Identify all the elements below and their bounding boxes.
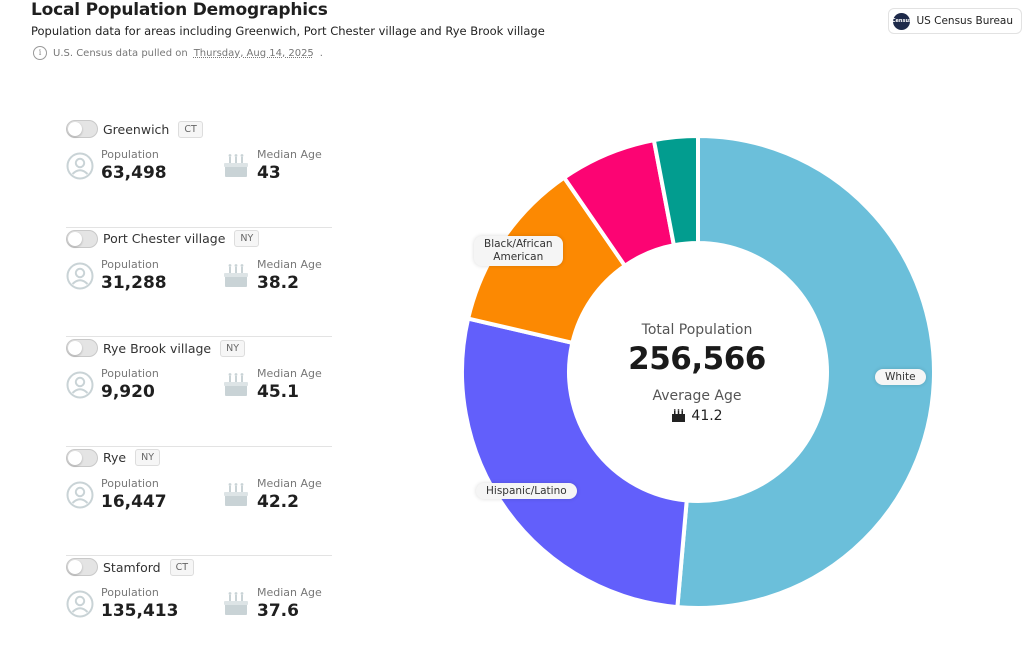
location-name: Stamford: [103, 559, 161, 575]
location-header: Rye Brook village NY: [66, 339, 246, 357]
median-age-stat: Median Age 38.2: [222, 258, 322, 294]
average-age: 41.2: [597, 408, 797, 424]
source-badge[interactable]: Census US Census Bureau: [888, 8, 1022, 34]
population-donut-chart: [460, 134, 936, 610]
cake-icon: [224, 592, 248, 615]
person-icon: [66, 590, 94, 618]
census-logo-icon: Census: [892, 12, 912, 30]
median-age-label: Median Age: [257, 586, 322, 599]
location-item: Port Chester village NY Population 31,288 Me…: [66, 228, 332, 337]
median-age-value: 38.2: [257, 272, 299, 293]
person-icon: [66, 262, 94, 289]
location-header: Greenwich CT: [66, 120, 203, 138]
location-header: Port Chester village NY: [66, 229, 260, 248]
average-age-value: 41.2: [691, 408, 723, 424]
median-age-label: Median Age: [257, 148, 322, 161]
donut-center: Total Population 256,566 Average Age 41.…: [597, 322, 797, 424]
median-age-stat: Median Age 42.2: [222, 477, 322, 513]
person-icon: [66, 152, 94, 180]
cake-icon: [224, 373, 248, 396]
total-population-value: 256,566: [628, 341, 766, 377]
state-badge: NY: [220, 339, 246, 357]
meta-date[interactable]: Thursday, Aug 14, 2025: [193, 47, 314, 59]
median-age-value: 43: [257, 163, 281, 183]
median-age-label: Median Age: [257, 367, 322, 380]
location-name: Port Chester village: [103, 231, 226, 246]
donut-slice-hispanic-latino[interactable]: [460, 316, 689, 610]
donut-slice-other-2[interactable]: [651, 134, 700, 248]
meta-suffix: .: [319, 47, 323, 59]
location-toggle[interactable]: [66, 229, 98, 248]
state-badge: CT: [169, 558, 195, 576]
population-value: 31,288: [101, 272, 167, 293]
segment-label-line: Black/African: [484, 238, 553, 250]
population-value: 135,413: [101, 601, 179, 621]
meta-prefix: U.S. Census data pulled on: [53, 47, 188, 59]
page-subtitle: Population data for areas including Gree…: [31, 24, 545, 38]
state-badge: NY: [234, 230, 260, 247]
location-toggle[interactable]: [66, 448, 98, 467]
location-list: Greenwich CT Population 63,498 Median Age 43 P…: [66, 118, 332, 666]
median-age-stat: Median Age 37.6: [222, 586, 322, 622]
location-name: Rye Brook village: [103, 340, 212, 356]
median-age-stat: Median Age 43: [222, 148, 322, 184]
cake-icon: [224, 482, 248, 506]
location-name: Rye: [103, 450, 127, 465]
location-toggle[interactable]: [66, 339, 98, 357]
population-label: Population: [101, 476, 159, 490]
median-age-label: Median Age: [257, 257, 322, 271]
location-item: Rye Brook village NY Population 9,920 Median…: [66, 337, 332, 447]
population-label: Population: [101, 148, 159, 161]
segment-label-white: White: [875, 369, 926, 385]
person-icon: [66, 371, 94, 399]
population-stat: Population 135,413: [66, 586, 178, 622]
page-title: Local Population Demographics: [31, 0, 328, 20]
population-value: 16,447: [101, 491, 167, 512]
population-label: Population: [101, 367, 159, 380]
location-toggle[interactable]: [66, 558, 98, 576]
segment-label-black: Black/African American: [474, 236, 563, 266]
cake-icon: [224, 263, 248, 287]
location-toggle[interactable]: [66, 120, 98, 138]
location-item: Stamford CT Population 135,413 Median Age 37.…: [66, 556, 332, 666]
median-age-value: 45.1: [257, 382, 299, 402]
average-age-label: Average Age: [652, 388, 742, 404]
source-badge-label: US Census Bureau: [916, 15, 1013, 27]
location-header: Stamford CT: [66, 558, 195, 576]
population-stat: Population 31,288: [66, 258, 167, 294]
population-value: 63,498: [101, 163, 167, 183]
population-value: 9,920: [101, 382, 155, 402]
donut-slice-white[interactable]: [675, 134, 936, 610]
median-age-label: Median Age: [257, 476, 322, 490]
location-item: Rye NY Population 16,447 Median Age 42.2: [66, 447, 332, 556]
segment-label-hispanic: Hispanic/Latino: [476, 483, 577, 499]
info-icon[interactable]: i: [33, 46, 47, 60]
population-label: Population: [101, 586, 159, 599]
population-stat: Population 16,447: [66, 477, 167, 513]
population-stat: Population 9,920: [66, 367, 159, 403]
population-stat: Population 63,498: [66, 148, 167, 184]
state-badge: NY: [135, 449, 161, 466]
median-age-value: 42.2: [257, 491, 299, 512]
data-source-note: i U.S. Census data pulled on Thursday, A…: [33, 46, 323, 60]
cake-icon: [672, 409, 686, 422]
cake-icon: [224, 154, 248, 177]
location-item: Greenwich CT Population 63,498 Median Age 43: [66, 118, 332, 228]
person-icon: [66, 481, 94, 508]
median-age-value: 37.6: [257, 601, 299, 621]
location-name: Greenwich: [103, 121, 170, 137]
location-header: Rye NY: [66, 448, 161, 467]
state-badge: CT: [178, 120, 203, 138]
segment-label-line: American: [493, 251, 544, 263]
median-age-stat: Median Age 45.1: [222, 367, 322, 403]
total-population-label: Total Population: [641, 322, 753, 338]
population-label: Population: [101, 257, 159, 271]
